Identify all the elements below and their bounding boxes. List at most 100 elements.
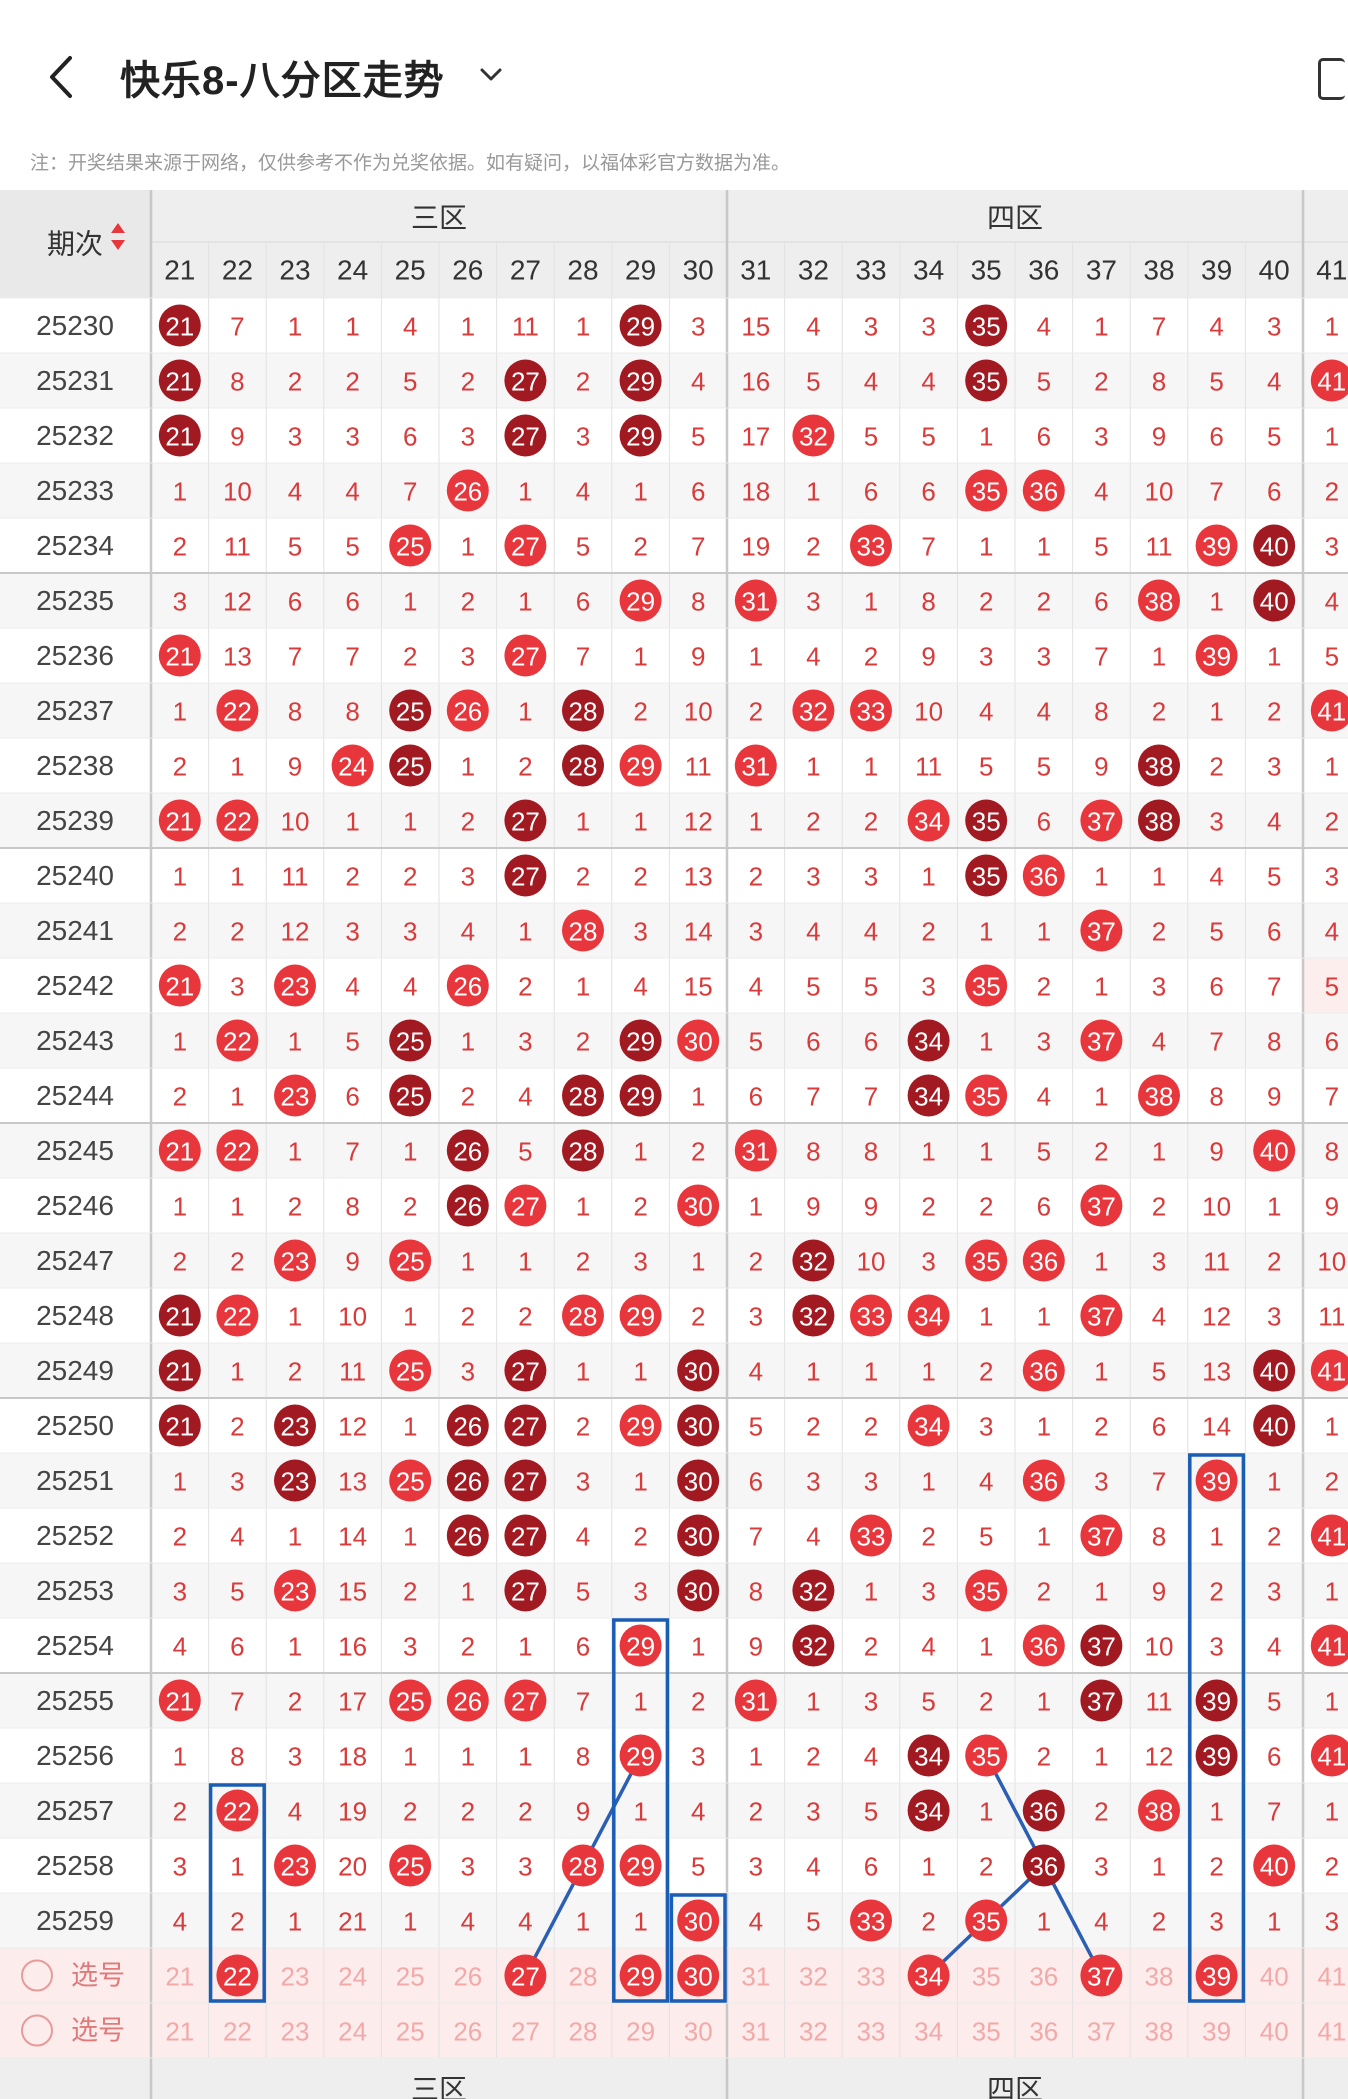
miss-count: 2 — [979, 587, 993, 617]
ball-number: 25 — [396, 1687, 425, 1717]
miss-count: 1 — [173, 862, 187, 892]
back-arrow-icon[interactable] — [44, 52, 84, 102]
ball-number: 23 — [281, 1082, 310, 1112]
picked-number[interactable]: 34 — [914, 1962, 943, 1992]
picked-number[interactable]: 22 — [223, 1962, 252, 1992]
drawn-ball — [1195, 524, 1238, 567]
select-number[interactable]: 32 — [799, 1962, 828, 1992]
miss-count: 5 — [806, 972, 820, 1002]
miss-count: 2 — [230, 917, 244, 947]
select-number[interactable]: 25 — [396, 1962, 425, 1992]
select-number[interactable]: 29 — [626, 2017, 655, 2047]
select-number[interactable]: 28 — [569, 1962, 598, 1992]
sort-desc-icon[interactable] — [111, 240, 125, 250]
chevron-down-icon[interactable] — [476, 60, 506, 90]
select-number[interactable]: 33 — [857, 1962, 886, 1992]
page-title[interactable]: 快乐8-八分区走势 — [120, 59, 445, 103]
drawn-ball — [158, 1294, 201, 1337]
period-cell: 25239 — [36, 805, 114, 836]
select-number[interactable]: 31 — [741, 1962, 770, 1992]
select-number[interactable]: 21 — [165, 1962, 194, 1992]
picked-number[interactable]: 39 — [1202, 1962, 1231, 1992]
picked-number[interactable]: 37 — [1087, 1962, 1116, 1992]
miss-count: 11 — [282, 862, 309, 892]
select-number[interactable]: 40 — [1260, 2017, 1289, 2047]
drawn-ball — [619, 304, 662, 347]
picked-number[interactable]: 29 — [626, 1962, 655, 1992]
ball-number: 26 — [453, 972, 482, 1002]
ball-number: 27 — [511, 807, 540, 837]
select-radio[interactable] — [21, 2014, 53, 2047]
select-number[interactable]: 38 — [1145, 1962, 1174, 1992]
select-number[interactable]: 32 — [799, 2017, 828, 2047]
select-number[interactable]: 22 — [223, 2017, 252, 2047]
miss-count: 16 — [741, 367, 770, 397]
select-number[interactable]: 36 — [1029, 2017, 1058, 2047]
select-number[interactable]: 36 — [1029, 1962, 1058, 1992]
miss-count: 1 — [173, 1467, 187, 1497]
col-header-37: 37 — [1086, 255, 1117, 286]
ball-number: 25 — [396, 752, 425, 782]
select-number[interactable]: 23 — [281, 1962, 310, 1992]
select-number[interactable]: 35 — [972, 1962, 1001, 1992]
select-number[interactable]: 37 — [1087, 2017, 1116, 2047]
miss-count: 3 — [1037, 1027, 1051, 1057]
miss-count: 1 — [461, 1577, 475, 1607]
picked-ball[interactable] — [216, 1954, 259, 1997]
miss-count: 1 — [1094, 1247, 1108, 1277]
screen-rotate-icon[interactable] — [1318, 58, 1345, 100]
table-row: 25231 — [0, 353, 1348, 408]
miss-count: 6 — [1094, 587, 1108, 617]
ball-number: 25 — [396, 1467, 425, 1497]
col-header-25: 25 — [395, 255, 426, 286]
miss-count: 3 — [576, 422, 590, 452]
miss-count: 1 — [518, 1247, 532, 1277]
miss-count: 1 — [461, 752, 475, 782]
select-number[interactable]: 25 — [396, 2017, 425, 2047]
select-number[interactable]: 38 — [1145, 2017, 1174, 2047]
table-row: 25232 — [36, 420, 114, 451]
select-number[interactable]: 28 — [569, 2017, 598, 2047]
select-number[interactable]: 24 — [338, 1962, 367, 1992]
miss-count: 4 — [576, 477, 590, 507]
miss-count: 3 — [633, 917, 647, 947]
miss-count: 3 — [288, 422, 302, 452]
drawn-ball — [619, 1019, 662, 1062]
drawn-ball — [504, 799, 547, 842]
ball-number: 22 — [223, 697, 252, 727]
picked-ball[interactable] — [504, 1954, 547, 1997]
miss-count: 1 — [1325, 1687, 1339, 1717]
select-number[interactable]: 26 — [453, 1962, 482, 1992]
select-number[interactable]: 41 — [1317, 1962, 1346, 1992]
select-number[interactable]: 21 — [165, 2017, 194, 2047]
select-number[interactable]: 41 — [1317, 2017, 1346, 2047]
miss-count: 2 — [749, 697, 763, 727]
picked-ball[interactable] — [1080, 1954, 1123, 1997]
miss-count: 2 — [518, 972, 532, 1002]
select-radio[interactable] — [21, 1959, 53, 1992]
select-number[interactable]: 30 — [684, 2017, 713, 2047]
select-number[interactable]: 24 — [338, 2017, 367, 2047]
picked-number[interactable]: 27 — [511, 1962, 540, 1992]
select-number[interactable]: 26 — [453, 2017, 482, 2047]
miss-count: 4 — [864, 1742, 878, 1772]
picked-ball[interactable] — [1195, 1954, 1238, 1997]
select-number[interactable]: 40 — [1260, 1962, 1289, 1992]
select-number[interactable]: 34 — [914, 2017, 943, 2047]
select-number[interactable]: 31 — [741, 2017, 770, 2047]
select-number[interactable]: 23 — [281, 2017, 310, 2047]
select-number[interactable]: 39 — [1202, 2017, 1231, 2047]
picked-ball[interactable] — [619, 1954, 662, 1997]
select-number[interactable]: 35 — [972, 2017, 1001, 2047]
ball-number: 21 — [165, 422, 194, 452]
ball-number: 27 — [511, 367, 540, 397]
picked-ball[interactable] — [907, 1954, 950, 1997]
select-number[interactable]: 27 — [511, 2017, 540, 2047]
ball-number: 32 — [799, 1302, 828, 1332]
picked-ball[interactable] — [677, 1954, 720, 1997]
miss-count: 1 — [691, 1082, 705, 1112]
select-number[interactable]: 33 — [857, 2017, 886, 2047]
sort-asc-icon[interactable] — [111, 223, 125, 233]
miss-count: 1 — [518, 477, 532, 507]
picked-number[interactable]: 30 — [684, 1962, 713, 1992]
